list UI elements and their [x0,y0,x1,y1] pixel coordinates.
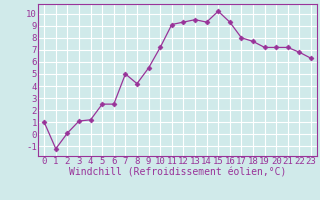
X-axis label: Windchill (Refroidissement éolien,°C): Windchill (Refroidissement éolien,°C) [69,168,286,178]
